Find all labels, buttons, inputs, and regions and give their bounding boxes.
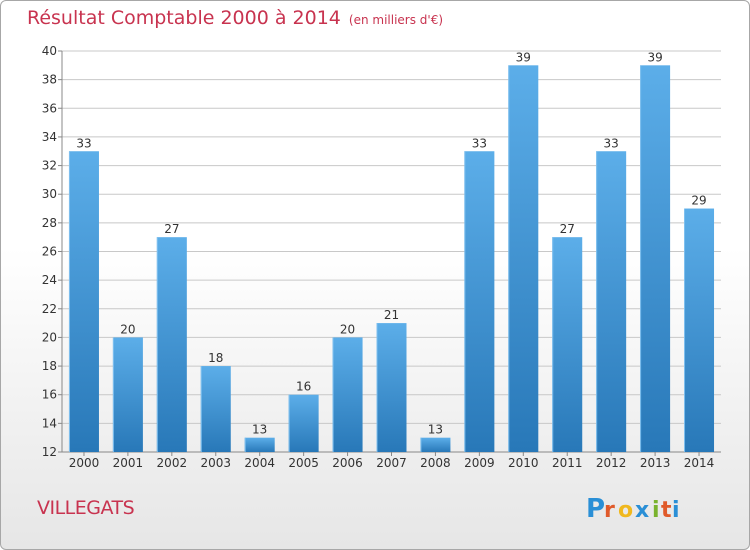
y-tick-label: 22 <box>42 302 57 316</box>
bar <box>508 65 539 453</box>
bar <box>200 366 231 452</box>
bar <box>112 337 143 452</box>
x-tick-label: 2004 <box>244 456 275 470</box>
bar-value-label: 33 <box>76 136 91 150</box>
bar-value-label: 27 <box>164 222 179 236</box>
y-tick-label: 14 <box>42 416 57 430</box>
bar-value-label: 33 <box>604 136 619 150</box>
y-tick-label: 34 <box>42 130 57 144</box>
bar-value-label: 21 <box>384 308 399 322</box>
logo-letter: x <box>635 498 649 523</box>
x-tick-label: 2014 <box>684 456 715 470</box>
bar <box>288 394 319 452</box>
bar-value-label: 16 <box>296 380 311 394</box>
bar <box>332 337 363 452</box>
x-tick-label: 2006 <box>332 456 363 470</box>
bar <box>464 151 495 452</box>
x-tick-label: 2011 <box>552 456 583 470</box>
bar <box>596 151 627 452</box>
bar <box>552 237 583 452</box>
y-tick-label: 32 <box>42 159 57 173</box>
x-tick-label: 2012 <box>596 456 627 470</box>
logo-letter: P <box>586 494 605 524</box>
x-tick-label: 2013 <box>640 456 671 470</box>
x-tick-label: 2002 <box>157 456 188 470</box>
bar-value-label: 39 <box>647 50 662 64</box>
proxiti-logo: Pr o x i t i <box>586 494 680 524</box>
bar <box>640 65 671 453</box>
x-tick-label: 2007 <box>376 456 407 470</box>
y-tick-label: 16 <box>42 388 57 402</box>
bar <box>156 237 187 452</box>
bar-value-label: 13 <box>428 423 443 437</box>
y-tick-label: 24 <box>42 273 57 287</box>
bar-value-label: 27 <box>560 222 575 236</box>
x-tick-label: 2010 <box>508 456 539 470</box>
bar-value-label: 29 <box>691 194 706 208</box>
bar <box>376 323 407 452</box>
bar-value-label: 13 <box>252 423 267 437</box>
y-tick-label: 20 <box>42 330 57 344</box>
x-tick-label: 2003 <box>200 456 231 470</box>
y-tick-label: 30 <box>42 187 57 201</box>
bar-value-label: 20 <box>120 322 135 336</box>
bar <box>244 437 275 452</box>
logo-letter: t <box>661 498 672 523</box>
x-tick-label: 2008 <box>420 456 451 470</box>
chart-title: Résultat Comptable 2000 à 2014 (en millie… <box>27 7 443 29</box>
logo-letter: i <box>652 498 660 523</box>
chart-title-text: Résultat Comptable 2000 à 2014 <box>27 7 341 29</box>
bar-value-label: 39 <box>516 50 531 64</box>
logo-letter: i <box>672 498 680 523</box>
bar-value-label: 18 <box>208 351 223 365</box>
bar <box>420 437 451 452</box>
x-tick-label: 2000 <box>69 456 100 470</box>
chart-subtitle: (en milliers d'€) <box>348 13 444 27</box>
bar-value-label: 20 <box>340 322 355 336</box>
y-tick-label: 40 <box>42 44 57 58</box>
x-tick-label: 2005 <box>288 456 319 470</box>
x-tick-label: 2009 <box>464 456 495 470</box>
y-tick-label: 18 <box>42 359 57 373</box>
logo-letter: o <box>618 498 633 523</box>
bar <box>68 151 99 452</box>
bar-value-label: 33 <box>472 136 487 150</box>
y-tick-label: 26 <box>42 245 57 259</box>
x-tick-label: 2001 <box>113 456 144 470</box>
y-tick-label: 38 <box>42 73 57 87</box>
y-tick-label: 28 <box>42 216 57 230</box>
y-tick-label: 36 <box>42 101 57 115</box>
logo-letter: r <box>604 498 615 523</box>
bar <box>684 208 715 452</box>
y-tick-label: 12 <box>42 445 57 459</box>
commune-name: VILLEGATS <box>37 497 135 519</box>
